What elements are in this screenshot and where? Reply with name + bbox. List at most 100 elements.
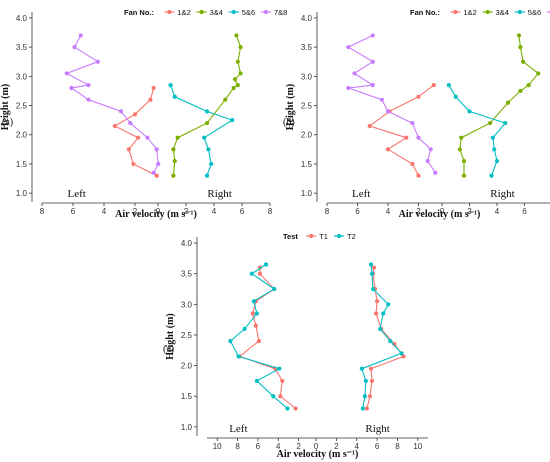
data-point-T2-left	[272, 286, 277, 292]
data-point-3&4-right	[526, 82, 531, 88]
data-point-T2-right	[386, 302, 391, 307]
y-tick-label: 1.0	[181, 423, 193, 432]
x-tick-label: 4	[102, 207, 107, 216]
data-point-3&4-right	[516, 33, 522, 38]
data-point-3&4-right	[232, 77, 238, 82]
data-point-1&2-left	[410, 161, 415, 167]
data-point-T1-right	[374, 299, 380, 304]
legend-entry-3&4: 3&4	[496, 8, 509, 17]
data-point-T2-left	[263, 262, 269, 267]
y-tick-label: 1.5	[181, 392, 193, 401]
y-axis-title: Height (m)	[0, 84, 11, 130]
data-point-7&8-left	[118, 109, 124, 114]
data-point-1&2-left	[416, 173, 421, 178]
data-point-T1-left	[253, 323, 258, 328]
data-point-7&8-left	[86, 82, 91, 88]
data-point-T1-left	[257, 271, 263, 276]
data-point-1&2-left	[151, 85, 156, 91]
x-tick-label: 4	[355, 442, 360, 451]
y-tick-label: 3.5	[301, 43, 313, 52]
data-point-T2-left	[249, 271, 254, 276]
data-point-7&8-left	[72, 45, 77, 50]
data-point-T2-left	[251, 299, 256, 304]
x-tick-label: 8	[268, 207, 273, 216]
data-point-1&2-left	[431, 82, 436, 88]
series-line-T2-right	[361, 264, 403, 409]
y-tick-label: 3.5	[181, 270, 193, 279]
x-axis-title: Air velocity (m s⁻¹)	[115, 209, 197, 220]
series-line-3&4-right	[459, 35, 540, 176]
x-tick-label: 0	[314, 442, 319, 451]
data-point-T2-left	[271, 394, 276, 399]
data-point-7&8-left	[370, 59, 375, 64]
data-point-7&8-left	[370, 33, 375, 38]
data-point-T2-right	[359, 366, 364, 371]
data-point-T1-right	[371, 265, 377, 270]
data-point-T2-left	[254, 311, 259, 316]
side-label-left: Left	[68, 188, 86, 200]
data-point-5&6-right	[490, 135, 495, 140]
x-tick-label: 10	[413, 442, 422, 451]
x-axis-title: Air velocity (m s⁻¹)	[399, 209, 481, 220]
y-tick-label: 2.0	[16, 131, 28, 140]
panel-label: (b)	[283, 117, 295, 128]
series-line-T1-right	[366, 267, 405, 409]
data-point-T1-left	[293, 406, 298, 411]
legend-swatch-point	[336, 233, 342, 239]
data-point-5&6-right	[168, 82, 173, 88]
legend-entry-1&2: 1&2	[177, 8, 190, 17]
data-point-3&4-right	[235, 82, 240, 88]
data-point-T2-right	[378, 326, 383, 331]
data-point-1&2-left	[136, 135, 141, 140]
data-point-T2-right	[388, 338, 393, 344]
data-point-3&4-right	[518, 45, 523, 50]
x-tick-label: 2	[467, 207, 472, 216]
panel-label: (c)	[163, 344, 174, 355]
data-point-T2-left	[236, 354, 241, 359]
series-line-T2-left	[229, 264, 288, 409]
data-point-T2-right	[368, 262, 374, 267]
y-tick-label: 2.5	[181, 331, 193, 340]
x-tick-label: 6	[375, 442, 380, 451]
y-tick-label: 1.5	[16, 160, 28, 169]
data-point-3&4-right	[461, 158, 467, 164]
y-tick-label: 3.0	[181, 300, 193, 309]
data-point-5&6-right	[446, 82, 451, 88]
data-point-3&4-right	[235, 59, 240, 64]
legend-title: Fan No.:	[410, 8, 440, 17]
data-point-7&8-left	[425, 158, 430, 164]
x-tick-label: 6	[522, 207, 527, 216]
data-point-1&2-left	[132, 112, 138, 117]
data-point-5&6-right	[489, 173, 494, 178]
data-point-7&8-left	[428, 147, 433, 152]
x-tick-label: 8	[40, 207, 45, 216]
data-point-T2-left	[242, 326, 247, 331]
data-point-3&4-right	[457, 147, 462, 152]
series-line-3&4-right	[172, 35, 242, 176]
data-point-T2-right	[360, 406, 365, 411]
data-point-T1-right	[364, 406, 370, 411]
y-axis-title: Height (m)	[285, 84, 296, 130]
legend-swatch-point	[309, 233, 314, 239]
data-point-1&2-left	[367, 123, 372, 129]
data-point-7&8-left	[128, 120, 133, 126]
legend-entry-T2: T2	[347, 232, 356, 241]
data-point-1&2-left	[385, 147, 391, 152]
data-point-7&8-left	[410, 120, 415, 126]
data-point-7&8-left	[352, 71, 357, 76]
data-point-T2-right	[362, 394, 367, 399]
series-line-1&2-left	[113, 87, 157, 177]
y-tick-label: 2.0	[181, 362, 193, 371]
y-tick-label: 1.0	[16, 189, 28, 198]
data-point-5&6-right	[172, 94, 177, 99]
legend: Test T1 T2	[283, 232, 356, 241]
side-label-left: Left	[229, 423, 247, 435]
data-point-3&4-right	[461, 173, 467, 178]
data-point-3&4-right	[536, 71, 541, 76]
data-point-7&8-left	[151, 170, 156, 175]
data-point-5&6-right	[202, 135, 207, 140]
data-point-7&8-left	[346, 85, 351, 91]
data-point-7&8-left	[385, 109, 391, 114]
x-tick-label: 2	[133, 207, 138, 216]
panel-1: 1.0 1.5 2.0 2.5 3.0 3.5 4.0 Height (m) 8 6 4 2 0 2 4 6 8…	[0, 8, 287, 220]
